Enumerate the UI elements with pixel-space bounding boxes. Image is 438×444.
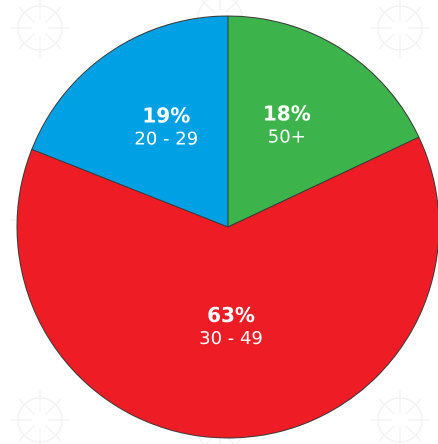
pie-slice-0 [227, 15, 420, 228]
pie-slice-2 [31, 15, 229, 228]
background-motif-spoke [45, 425, 62, 442]
background-motif-spoke [378, 425, 395, 442]
background-motif-spoke [45, 6, 62, 23]
background-motif-spoke [205, 435, 215, 444]
background-motif-spoke [45, 33, 62, 50]
background-motif-spoke [405, 425, 422, 442]
slice-category-label: 20 - 29 [134, 128, 198, 149]
background-motif-spoke [45, 398, 62, 415]
background-motif-spoke [378, 6, 395, 23]
background-motif-spoke [201, 0, 215, 13]
slice-category-label: 30 - 49 [199, 328, 263, 349]
background-motif-spoke [18, 398, 35, 415]
background-motif-spoke [405, 33, 422, 50]
slice-category-label: 50+ [268, 126, 306, 147]
background-motif-spoke [378, 33, 395, 50]
pie-labels: 18%50+ 63%30 - 49 19%20 - 29 [134, 101, 311, 349]
background-motif-spoke [405, 398, 422, 415]
background-motif-spoke [18, 6, 35, 23]
slice-percent-label: 18% [263, 101, 311, 125]
background-motif-spoke [378, 398, 395, 415]
pie-slice-1 [16, 136, 438, 439]
slice-percent-label: 63% [207, 303, 255, 327]
background-motif-spoke [18, 425, 35, 442]
background-motif-spoke [225, 0, 239, 13]
slice-percent-label: 19% [142, 103, 190, 127]
pie-slices [16, 15, 438, 439]
background-motif-spoke [18, 33, 35, 50]
background-motif-spoke [405, 6, 422, 23]
